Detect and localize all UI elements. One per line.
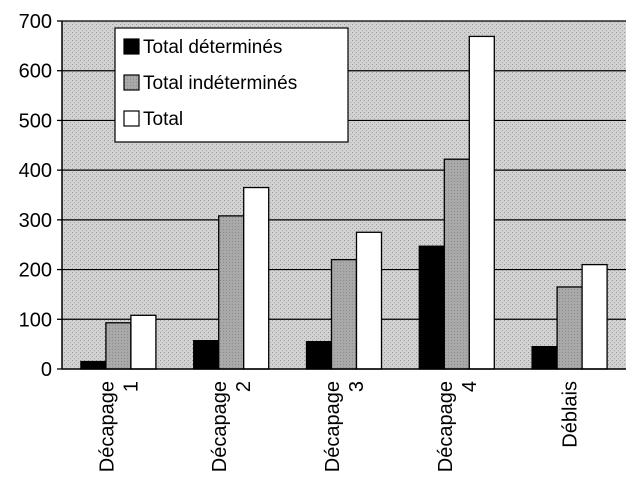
bars bbox=[80, 35, 608, 370]
bar-series-3-cat-3 bbox=[355, 231, 383, 370]
x-category-label: Déblais bbox=[560, 381, 582, 448]
x-category-label: Décapage 3 bbox=[322, 381, 368, 472]
bar-series-2-cat-5 bbox=[556, 286, 583, 370]
legend-label: Total indéterminés bbox=[143, 73, 297, 94]
y-tick-label: 0 bbox=[41, 359, 52, 381]
x-category-label-line: Déblais bbox=[560, 381, 582, 448]
bar-series-3-cat-5 bbox=[581, 263, 608, 370]
x-category-label: Décapage 1 bbox=[96, 381, 142, 472]
legend-swatch bbox=[123, 110, 140, 127]
legend-swatch bbox=[123, 74, 140, 91]
bar-series-1-cat-2 bbox=[193, 340, 220, 370]
y-tick-label: 500 bbox=[19, 110, 52, 132]
legend-box bbox=[114, 27, 349, 143]
x-category-label-line: Décapage bbox=[322, 381, 344, 472]
bar-series-2-cat-1 bbox=[105, 322, 132, 370]
legend-label: Total déterminés bbox=[143, 37, 282, 58]
x-category-label-line: Décapage bbox=[209, 381, 231, 472]
x-category-label-line: 3 bbox=[346, 381, 368, 392]
x-category-label-line: Décapage bbox=[96, 381, 118, 472]
y-tick-label: 100 bbox=[19, 309, 52, 331]
bar-series-2-cat-4 bbox=[443, 158, 470, 370]
legend-label: Total bbox=[143, 109, 183, 130]
bar-series-3-cat-4 bbox=[468, 35, 495, 370]
y-tick-label: 300 bbox=[19, 210, 52, 232]
bar-series-3-cat-2 bbox=[243, 186, 270, 370]
axes bbox=[61, 21, 626, 370]
x-category-label-line: Décapage bbox=[435, 381, 457, 472]
y-tick-label: 200 bbox=[19, 260, 52, 282]
legend: Total déterminés Total indéterminés Total bbox=[114, 27, 349, 143]
y-tick-label: 600 bbox=[19, 61, 52, 83]
bar-series-2-cat-2 bbox=[218, 215, 245, 370]
bar-series-3-cat-1 bbox=[130, 314, 157, 370]
legend-swatch bbox=[123, 38, 140, 55]
bar-series-1-cat-3 bbox=[305, 341, 333, 370]
y-tick-label: 700 bbox=[19, 11, 52, 33]
x-category-label-line: 1 bbox=[120, 381, 142, 392]
x-category-label: Décapage 2 bbox=[209, 381, 255, 472]
bar-series-1-cat-5 bbox=[531, 345, 558, 370]
y-axis-ticks: 0 100 200 300 400 500 600 700 bbox=[19, 11, 62, 381]
x-category-label: Décapage 4 bbox=[435, 381, 481, 472]
x-category-label-line: 4 bbox=[459, 381, 481, 392]
bar-series-2-cat-3 bbox=[330, 258, 358, 370]
bar-series-1-cat-4 bbox=[418, 245, 445, 370]
bar-series-1-cat-1 bbox=[80, 360, 107, 370]
x-category-label-line: 2 bbox=[233, 381, 255, 392]
y-tick-label: 400 bbox=[19, 160, 52, 182]
x-axis-labels: Décapage 1 Décapage 2 Décapage 3 Décapage 4 Débl… bbox=[96, 381, 581, 472]
